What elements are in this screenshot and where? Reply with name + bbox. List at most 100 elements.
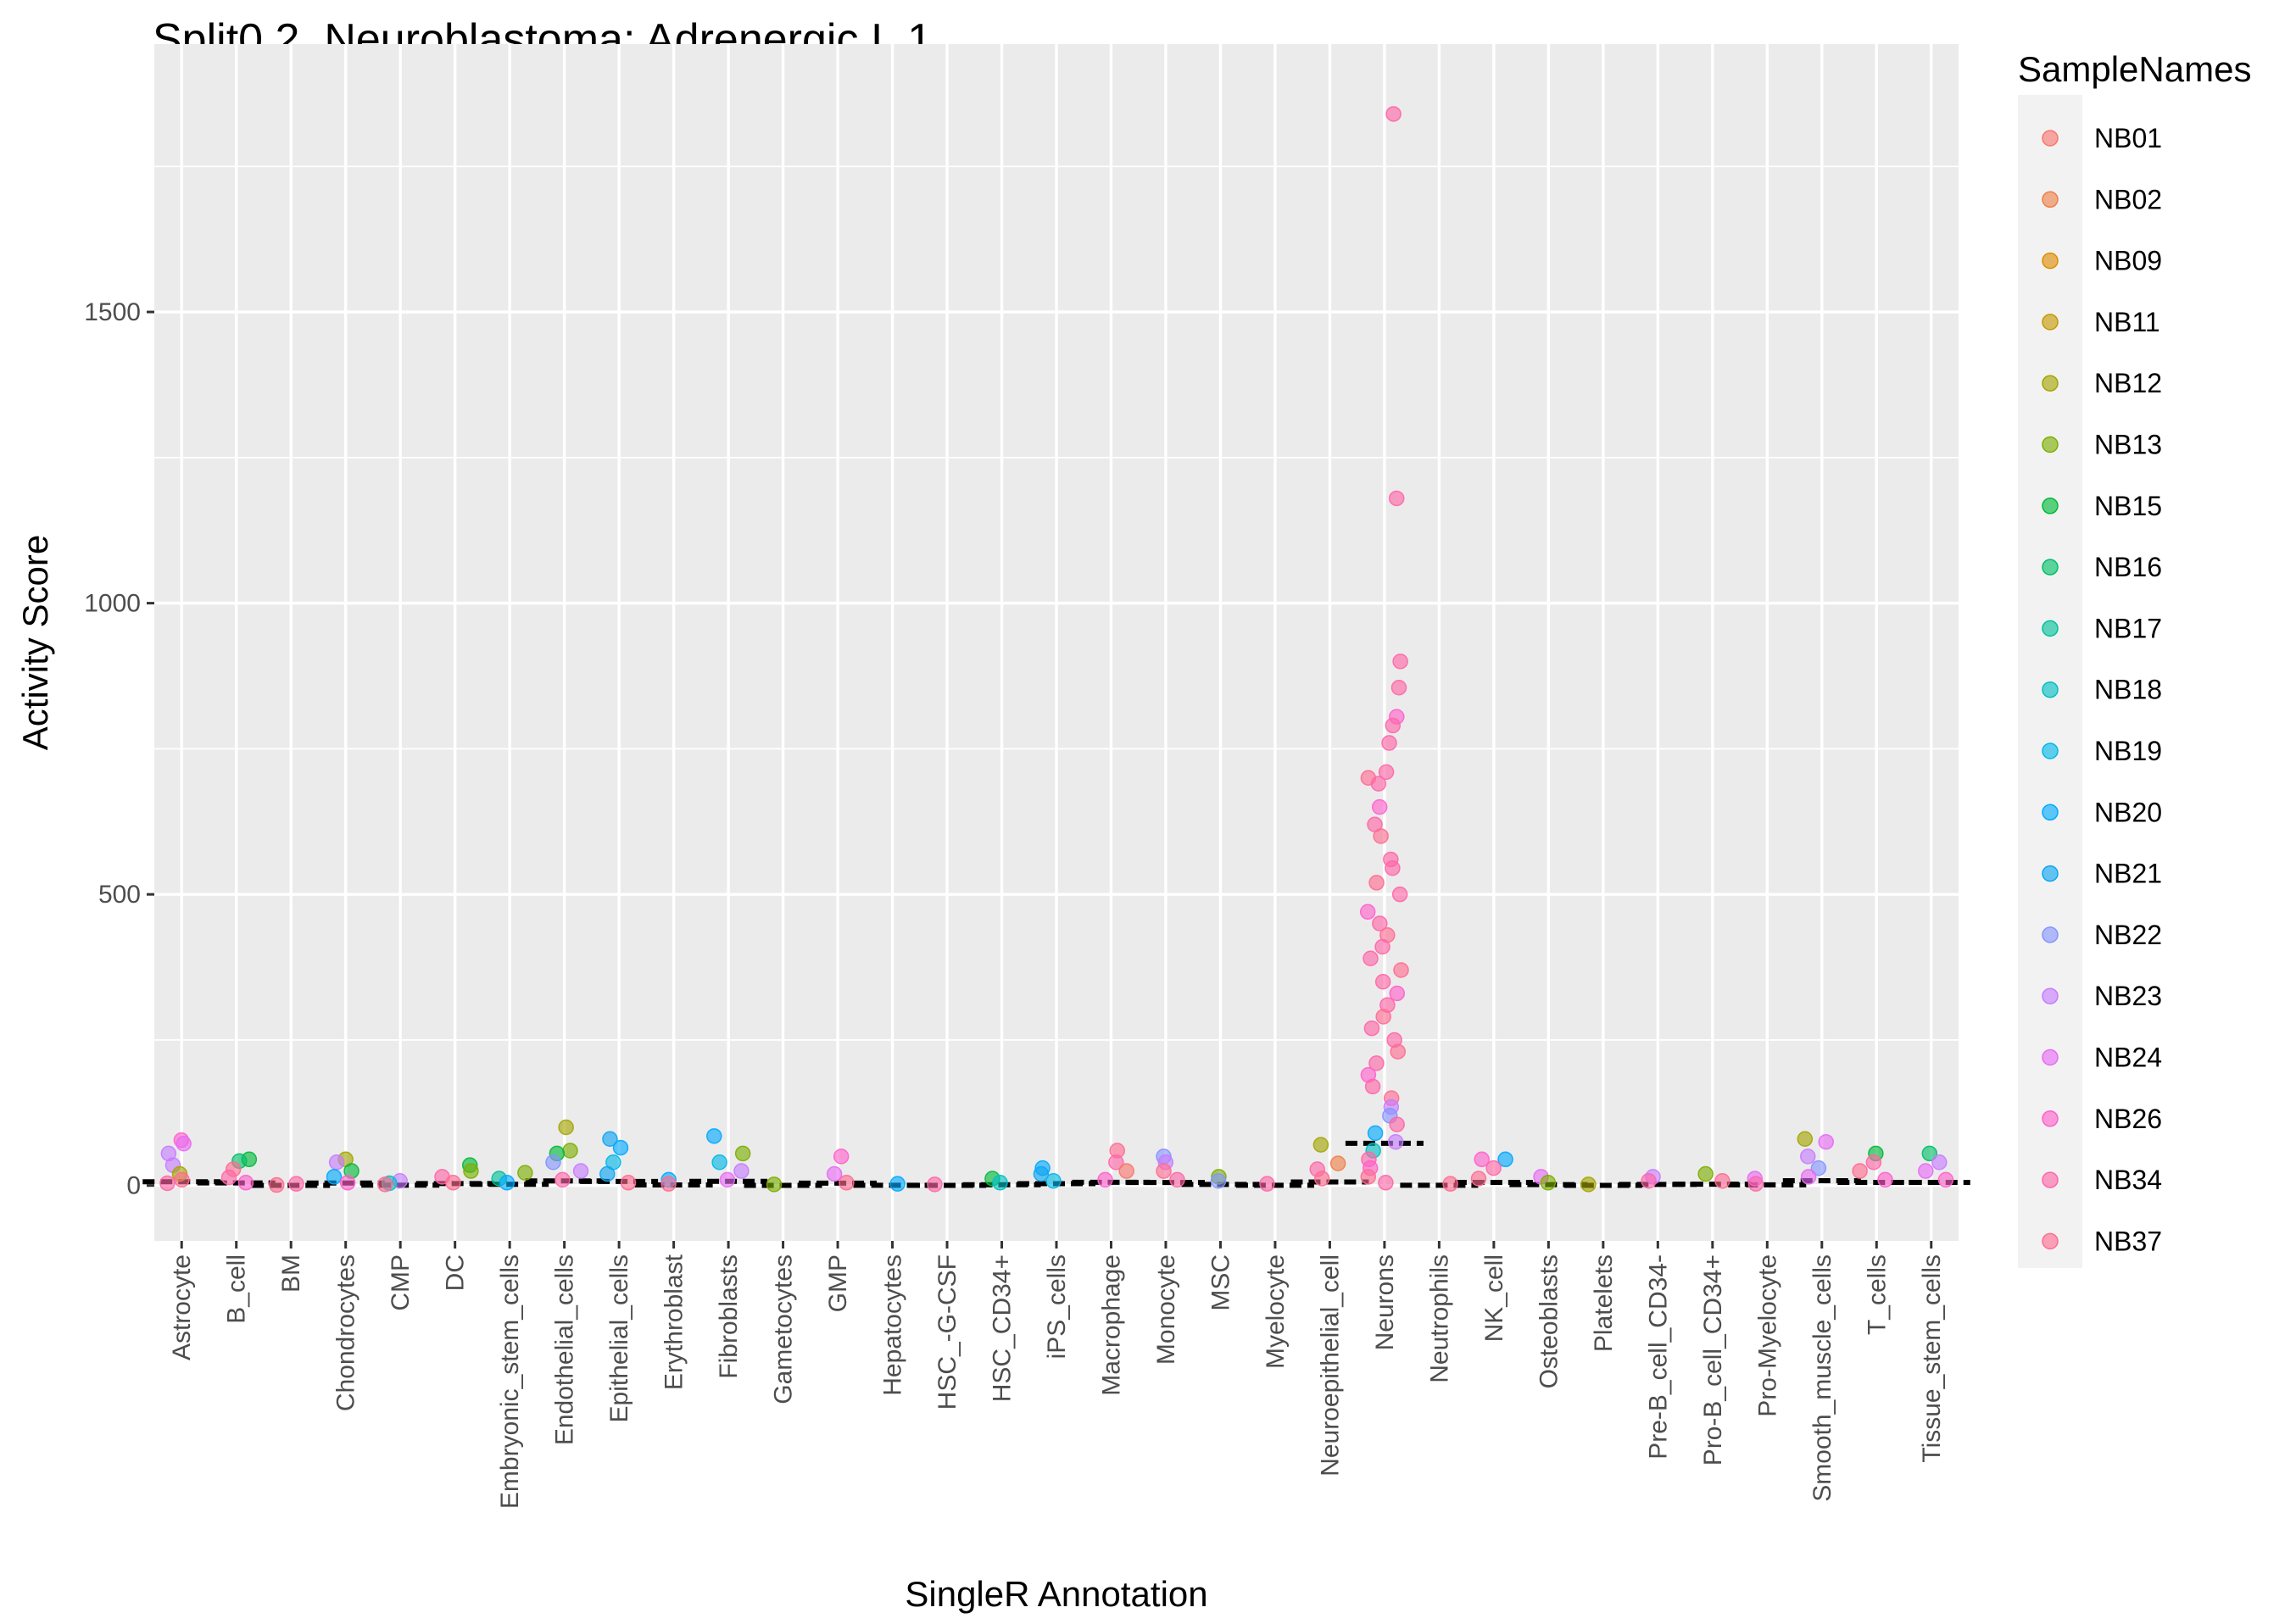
data-point <box>719 1171 736 1188</box>
x-tick-label: Platelets <box>1590 1254 1618 1352</box>
legend-label-nb26: NB26 <box>2094 1104 2162 1134</box>
data-point <box>1800 1169 1817 1185</box>
data-point <box>1118 1163 1134 1179</box>
data-point <box>1097 1171 1113 1188</box>
data-point <box>1389 1116 1405 1132</box>
data-point <box>1378 764 1395 781</box>
legend-label-nb24: NB24 <box>2094 1043 2162 1073</box>
legend-key-nb01 <box>2042 130 2059 147</box>
legend-key-nb26 <box>2042 1110 2059 1127</box>
legend-key-nb02 <box>2042 191 2059 209</box>
legend-label-nb34: NB34 <box>2094 1165 2162 1195</box>
data-point <box>445 1175 461 1191</box>
legend-label-nb13: NB13 <box>2094 430 2162 460</box>
legend-key-nb11 <box>2042 314 2059 331</box>
legend-key-nb15 <box>2042 498 2059 514</box>
data-point <box>1169 1171 1185 1188</box>
data-point <box>1368 1055 1385 1071</box>
legend-label-nb12: NB12 <box>2094 368 2162 398</box>
data-point <box>620 1175 637 1191</box>
legend-key-nb37 <box>2042 1232 2059 1250</box>
x-tick-label: Neurons <box>1371 1254 1399 1350</box>
data-point <box>1921 1145 1938 1162</box>
data-point <box>1390 1043 1407 1059</box>
x-tick-label: Tissue_stem_cells <box>1918 1254 1946 1463</box>
x-tick-label: DC <box>442 1254 470 1291</box>
legend-label-nb16: NB16 <box>2094 552 2162 582</box>
x-tick-label: Pro-Myelocyte <box>1753 1254 1781 1417</box>
x-tick-label: Pre-B_cell_CD34- <box>1644 1254 1672 1460</box>
data-point <box>1033 1165 1050 1182</box>
data-point <box>1470 1171 1487 1187</box>
data-point <box>1390 680 1407 696</box>
data-point <box>1714 1172 1730 1189</box>
legend-label-nb23: NB23 <box>2094 981 2162 1011</box>
data-point <box>602 1131 618 1148</box>
x-tick-label: Erythroblast <box>660 1254 688 1390</box>
data-point <box>766 1176 783 1193</box>
data-point <box>1375 1009 1391 1025</box>
x-axis-title: SingleR Annotation <box>905 1574 1207 1614</box>
x-axis-ticks: Astrocyte B_cell BM Chondrocytes CMP DC Embryo… <box>168 1241 1946 1509</box>
data-point <box>554 1171 571 1188</box>
x-tick-label: Osteoblasts <box>1535 1254 1563 1388</box>
data-point <box>1485 1160 1502 1176</box>
legend-key-nb13 <box>2042 436 2059 453</box>
data-point <box>1368 875 1385 891</box>
legend-key-nb20 <box>2042 804 2059 821</box>
legend-key-nb16 <box>2042 559 2059 576</box>
data-point <box>1364 1078 1381 1095</box>
data-point <box>1374 938 1390 955</box>
legend-key-nb17 <box>2042 620 2059 637</box>
data-point <box>1373 828 1389 844</box>
data-point <box>288 1176 304 1192</box>
data-point <box>328 1154 345 1171</box>
x-tick-label: Gametocytes <box>770 1254 798 1404</box>
data-point <box>269 1176 285 1193</box>
data-point <box>220 1169 237 1186</box>
data-point <box>1442 1176 1458 1192</box>
data-point <box>237 1175 254 1191</box>
x-tick-label: Hepatocytes <box>879 1254 907 1396</box>
legend-key-nb22 <box>2042 926 2059 943</box>
data-point <box>1371 798 1388 815</box>
x-tick-label: Astrocyte <box>168 1254 196 1360</box>
legend-key-nb34 <box>2042 1171 2059 1188</box>
data-points <box>159 106 1954 1193</box>
legend-label-nb17: NB17 <box>2094 613 2162 643</box>
data-point <box>1108 1154 1124 1171</box>
data-point <box>1388 490 1405 507</box>
data-point <box>1937 1171 1954 1188</box>
data-point <box>1497 1151 1513 1168</box>
data-point <box>1360 1169 1377 1185</box>
x-tick-label: Pro-B_cell_CD34+ <box>1699 1254 1727 1465</box>
x-tick-label: Monocyte <box>1152 1254 1180 1365</box>
data-point <box>159 1175 176 1192</box>
data-point <box>1313 1171 1330 1187</box>
data-point <box>339 1175 356 1191</box>
legend-label-nb01: NB01 <box>2094 123 2162 153</box>
data-point <box>1385 106 1402 122</box>
data-point <box>839 1175 855 1191</box>
data-point <box>1312 1137 1329 1153</box>
legend-label-nb15: NB15 <box>2094 491 2162 521</box>
data-point <box>517 1165 533 1181</box>
x-tick-label: Endothelial_cells <box>551 1254 579 1445</box>
data-point <box>599 1165 616 1182</box>
x-tick-label: BM <box>277 1254 305 1293</box>
data-point <box>1747 1176 1764 1192</box>
data-point <box>1045 1172 1062 1189</box>
data-point <box>1385 717 1402 734</box>
data-point <box>612 1139 629 1156</box>
data-point <box>1580 1176 1597 1193</box>
legend: SampleNames NB01 NB02 NB09 NB11 NB12 NB13 NB15… <box>2018 49 2251 1268</box>
y-tick-label: 1500 <box>84 298 141 326</box>
legend-key-nb18 <box>2042 681 2059 698</box>
data-point <box>463 1163 479 1179</box>
data-point <box>1329 1155 1346 1171</box>
data-point <box>1641 1172 1657 1189</box>
data-point <box>1370 776 1387 792</box>
data-point <box>826 1165 843 1182</box>
data-point <box>376 1176 393 1193</box>
